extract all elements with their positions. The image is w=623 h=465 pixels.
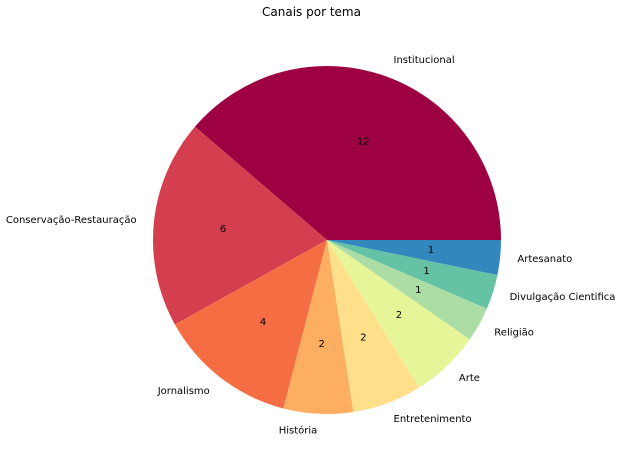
- pie-slice-institucional: [194, 66, 502, 241]
- pie-value-label-historia: 2: [319, 339, 325, 350]
- chart-title: Canais por tema: [262, 5, 361, 19]
- pie-value-label-institucional: 12: [357, 137, 370, 148]
- pie-value-label-religiao: 1: [415, 285, 421, 296]
- pie-category-label-historia: História: [279, 425, 318, 437]
- pie-value-label-artesanato: 1: [428, 245, 434, 256]
- pie-slice-artesanato: [327, 240, 502, 276]
- pie-slices: [152, 66, 502, 414]
- pie-value-label-entretenimento: 2: [360, 332, 366, 343]
- pie-value-label-conservacao-restauracao: 6: [220, 224, 226, 235]
- pie-category-label-jornalismo: Jornalismo: [157, 386, 210, 397]
- pie-category-label-entretenimento: Entretenimento: [394, 414, 472, 425]
- pie-slice-religiao: [327, 240, 487, 340]
- pie-category-label-religiao: Religião: [494, 327, 534, 338]
- pie-category-label-divulgacao-cientifica: Divulgação Cientifica: [510, 292, 616, 303]
- pie-slice-divulgacao-cientifica: [327, 240, 498, 309]
- pie-category-label-conservacao-restauracao: Conservação-Restauração: [6, 215, 137, 226]
- pie-slice-arte: [327, 240, 470, 388]
- pie-category-label-arte: Arte: [459, 373, 480, 384]
- pie-slice-conservacao-restauracao: [152, 126, 327, 325]
- pie-value-label-divulgacao-cientifica: 1: [423, 266, 429, 277]
- pie-category-label-artesanato: Artesanato: [517, 254, 572, 265]
- pie-category-label-institucional: Institucional: [394, 55, 455, 66]
- pie-slice-entretenimento: [327, 240, 420, 412]
- pie-value-label-arte: 2: [396, 310, 402, 321]
- pie-value-label-jornalismo: 4: [260, 317, 266, 328]
- pie-slice-jornalismo: [174, 240, 327, 409]
- pie-category-labels: Institucional Conservação-Restauração Jorn…: [6, 55, 616, 437]
- pie-slice-historia: [283, 240, 354, 414]
